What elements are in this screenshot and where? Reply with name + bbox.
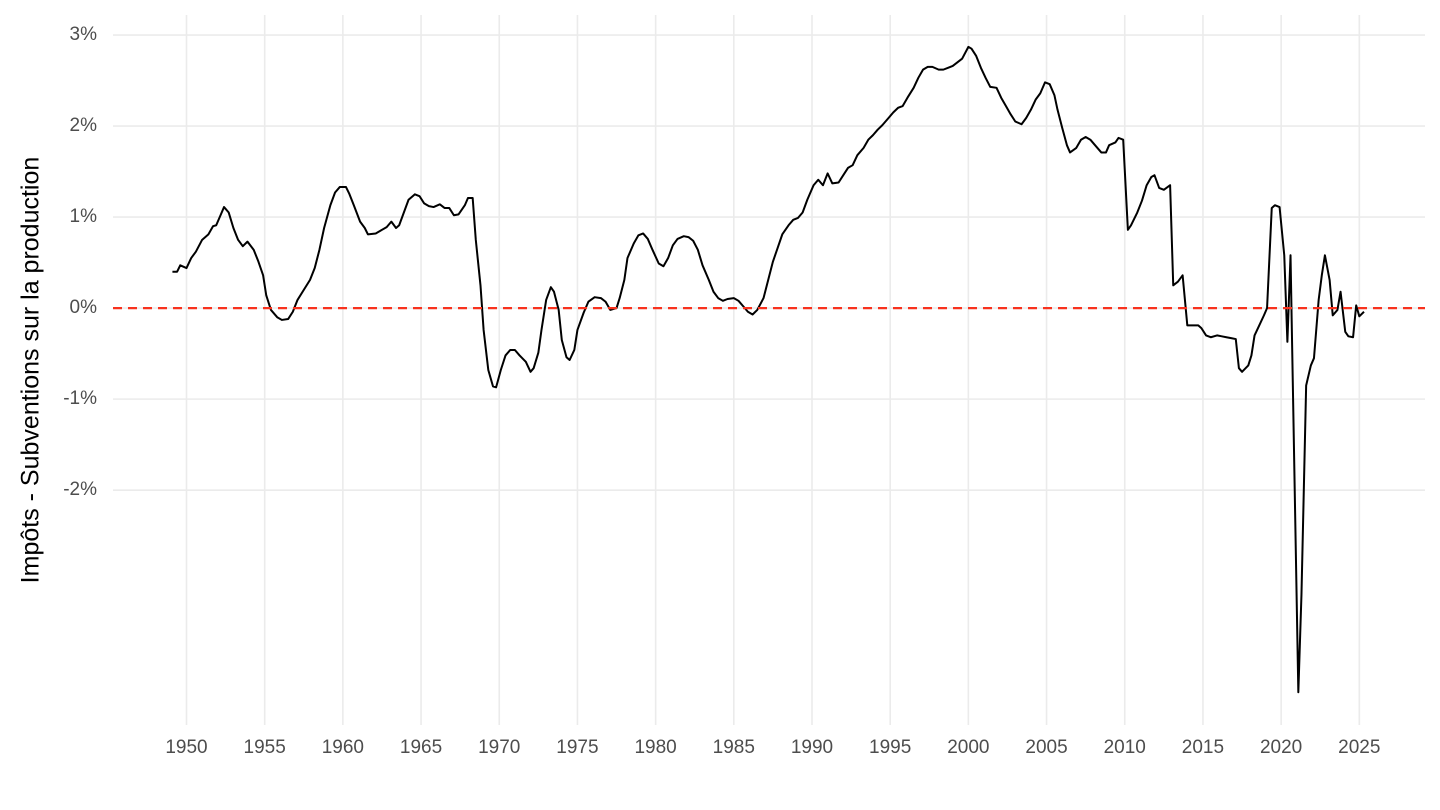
x-tick-label: 2020 xyxy=(1260,737,1302,758)
x-tick-label: 1990 xyxy=(791,737,833,758)
grid xyxy=(113,15,1425,725)
x-tick-label: 2005 xyxy=(1025,737,1067,758)
x-tick-label: 2025 xyxy=(1338,737,1380,758)
y-tick-label: 0% xyxy=(70,297,98,318)
x-tick-label: 1955 xyxy=(244,737,286,758)
y-tick-label: -2% xyxy=(63,479,97,500)
y-tick-label: -1% xyxy=(63,388,97,409)
x-tick-label: 1960 xyxy=(322,737,364,758)
y-tick-label: 1% xyxy=(70,206,98,227)
y-axis-title: Impôts - Subventions sur la production xyxy=(17,157,45,584)
x-tick-label: 1975 xyxy=(556,737,598,758)
x-tick-label: 2015 xyxy=(1182,737,1224,758)
x-tick-label: 1995 xyxy=(869,737,911,758)
y-tick-label: 2% xyxy=(70,115,98,136)
x-tick-label: 2000 xyxy=(947,737,989,758)
y-tick-label: 3% xyxy=(70,24,98,45)
x-tick-label: 1950 xyxy=(165,737,207,758)
x-tick-label: 1980 xyxy=(634,737,676,758)
x-tick-label: 2010 xyxy=(1104,737,1146,758)
data-line xyxy=(172,45,1365,694)
x-tick-label: 1985 xyxy=(713,737,755,758)
x-tick-label: 1965 xyxy=(400,737,442,758)
x-tick-label: 1970 xyxy=(478,737,520,758)
